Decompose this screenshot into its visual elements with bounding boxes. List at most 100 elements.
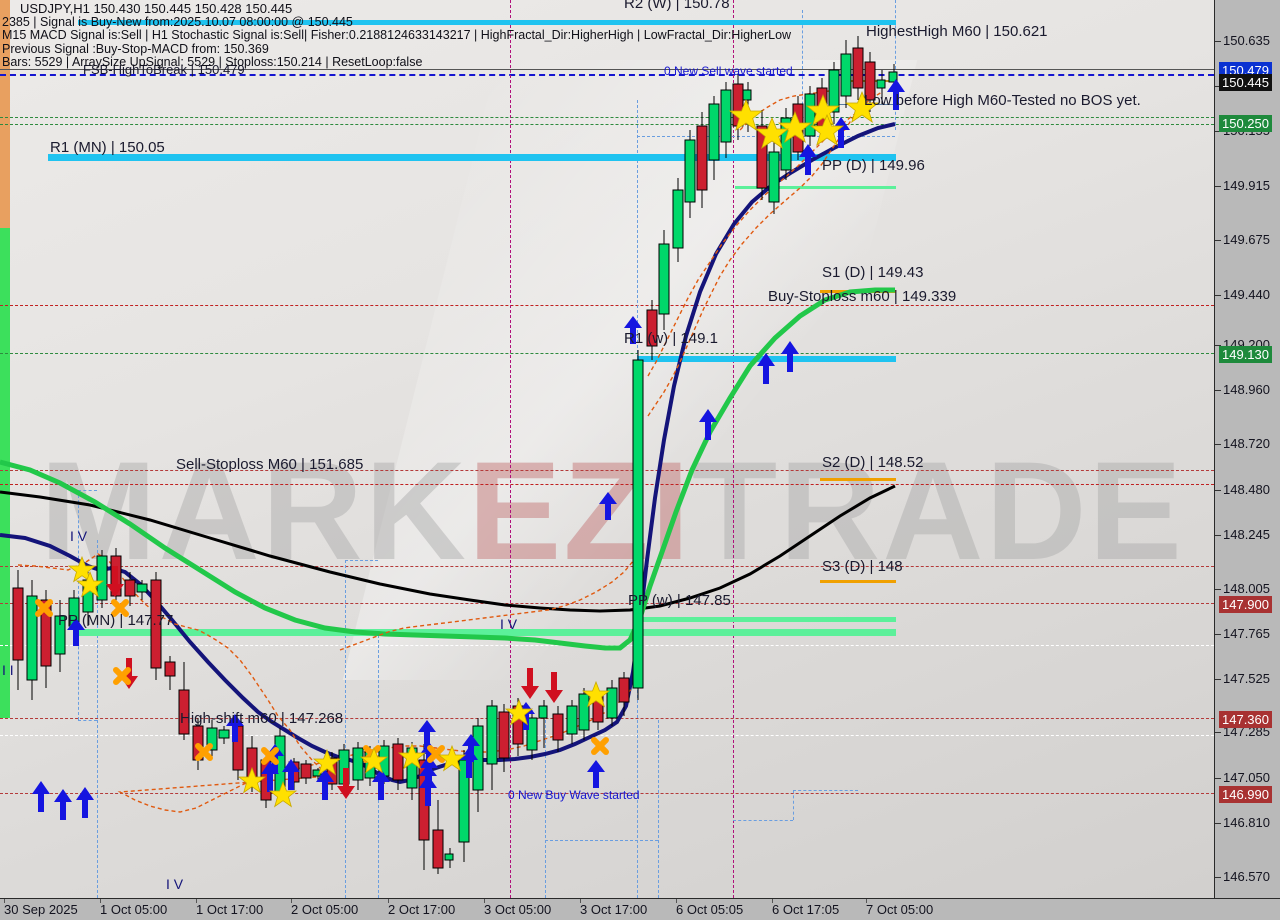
time-tick: 6 Oct 05:05 [676, 902, 744, 917]
buy-arrow [282, 759, 300, 790]
header-indicators: M15 MACD Signal is:Sell | H1 Stochastic … [2, 28, 792, 42]
star-marker [75, 570, 105, 598]
buy-arrow [418, 720, 436, 748]
star-marker [504, 698, 534, 726]
candlestick-series[interactable] [0, 0, 1214, 898]
price-tick: 150.635 [1223, 33, 1270, 48]
label-pp-mn: PP (MN) | 147.77 [58, 612, 174, 629]
cross-marker [591, 737, 609, 755]
grid-green-150250 [0, 124, 1214, 125]
wave-marker-1 [97, 540, 98, 898]
cross-marker [111, 599, 129, 617]
label-high-shift: High-shift m60 | 147.268 [180, 710, 344, 727]
buy-arrow [781, 341, 799, 372]
star-marker [312, 748, 342, 776]
buy-arrow-group [32, 79, 905, 820]
price-tick: 149.440 [1223, 287, 1270, 302]
price-scale[interactable]: 150.635 150.395 150.155 149.915 149.675 … [1214, 0, 1280, 898]
wave-label-iv-3: I V [500, 616, 518, 632]
time-tick: 3 Oct 05:00 [484, 902, 552, 917]
label-sell-stoploss: Sell-Stoploss M60 | 151.685 [176, 456, 364, 473]
grid-red-147900 [0, 603, 1214, 604]
label-r1-mn: R1 (MN) | 150.05 [50, 139, 165, 156]
ma-blue-line [0, 122, 896, 785]
day-separator-6oct [733, 0, 734, 898]
price-tag-level-147900: 147.900 [1219, 596, 1272, 613]
sell-arrow [545, 672, 563, 703]
chart-plot-area[interactable]: MARKEZITRADE [0, 0, 1214, 898]
buy-arrow [587, 760, 605, 788]
buy-arrow [32, 781, 50, 812]
price-tick: 148.960 [1223, 382, 1270, 397]
price-tick: 148.245 [1223, 527, 1270, 542]
left-band-green [0, 228, 10, 718]
cross-marker [427, 745, 445, 763]
star-marker [67, 555, 97, 583]
star-marker [809, 113, 845, 146]
candle-group-left [12, 548, 630, 874]
buy-arrow [67, 618, 85, 646]
price-tick: 147.765 [1223, 626, 1270, 641]
header-signal: 2385 | Signal is Buy-New from:2025.10.07… [2, 14, 353, 29]
buy-arrow [372, 769, 390, 800]
price-tag-level-147360: 147.360 [1219, 711, 1272, 728]
time-tick: 1 Oct 05:00 [100, 902, 168, 917]
parabolic-sar-mid [339, 559, 635, 651]
label-r1-w: R1 (w) | 149.1 [624, 330, 718, 347]
star-marker [581, 680, 611, 708]
ma-black-line [0, 484, 896, 613]
star-marker-group [67, 90, 880, 808]
label-r2-w: R2 (W) | 150.78 [624, 0, 730, 12]
fractal-box-mid [345, 560, 378, 561]
header-symbol-ohlc: USDJPY,H1 150.430 150.445 150.428 150.44… [20, 1, 293, 16]
label-pp-w: PP (w) | 147.85 [628, 592, 731, 609]
grid-red-148520 [0, 484, 1214, 485]
price-tick: 146.570 [1223, 869, 1270, 884]
pivot-pp-mn-line [78, 629, 896, 636]
pivot-pp-d-line [735, 186, 896, 189]
star-marker [397, 742, 427, 770]
wave-label-iv-1: I V [70, 528, 88, 544]
time-tick: 6 Oct 17:05 [772, 902, 840, 917]
pivot-r2-w-line [78, 20, 896, 25]
header-previous-signal: Previous Signal :Buy-Stop-MACD from: 150… [2, 41, 269, 56]
label-new-buy-wave: 0 New Buy Wave started [508, 788, 640, 802]
fractal-box-right-bottom [733, 820, 793, 821]
price-tick: 148.005 [1223, 581, 1270, 596]
buy-arrow [757, 353, 775, 384]
chart-info-header: USDJPY,H1 150.430 150.445 150.428 150.44… [2, 2, 791, 70]
time-tick: 30 Sep 2025 [4, 902, 78, 917]
label-s1-d: S1 (D) | 149.43 [822, 264, 924, 281]
ma-green-line [0, 287, 895, 651]
label-highest-high: HighestHigh M60 | 150.621 [866, 23, 1048, 40]
chart-canvas: MARKEZITRADE [0, 0, 1214, 898]
label-buy-stoploss: Buy-Stoploss m60 | 149.339 [768, 288, 957, 305]
star-marker [754, 116, 790, 149]
star-marker [359, 746, 389, 774]
star-marker [268, 780, 298, 808]
bid-price-line [0, 74, 1214, 76]
left-band-orange [0, 0, 10, 228]
ask-price-line [0, 69, 1214, 70]
price-tag-level-150250: 150.250 [1219, 115, 1272, 132]
star-marker [437, 744, 467, 772]
price-tag-ask: 150.445 [1219, 74, 1272, 91]
time-tick: 1 Oct 17:00 [196, 902, 264, 917]
buy-arrow [624, 316, 642, 344]
wave-label-ii: I I [2, 662, 14, 678]
wave-marker-3 [345, 560, 346, 898]
pivot-s3-d-line [820, 580, 896, 583]
cross-marker-group [35, 599, 609, 765]
time-scale[interactable]: 30 Sep 2025 1 Oct 05:00 1 Oct 17:00 2 Oc… [0, 898, 1280, 920]
fractal-box-left-bot [78, 720, 97, 721]
pivot-r1-mn-line [48, 154, 896, 161]
star-marker [237, 766, 267, 794]
cross-marker [195, 743, 213, 761]
buy-arrow [887, 79, 905, 110]
star-marker [728, 98, 764, 131]
grid-red-sell-stoploss [0, 470, 1214, 471]
price-tick: 146.810 [1223, 815, 1270, 830]
price-tick: 147.525 [1223, 671, 1270, 686]
price-tick: 149.675 [1223, 232, 1270, 247]
sell-arrow [521, 668, 539, 699]
